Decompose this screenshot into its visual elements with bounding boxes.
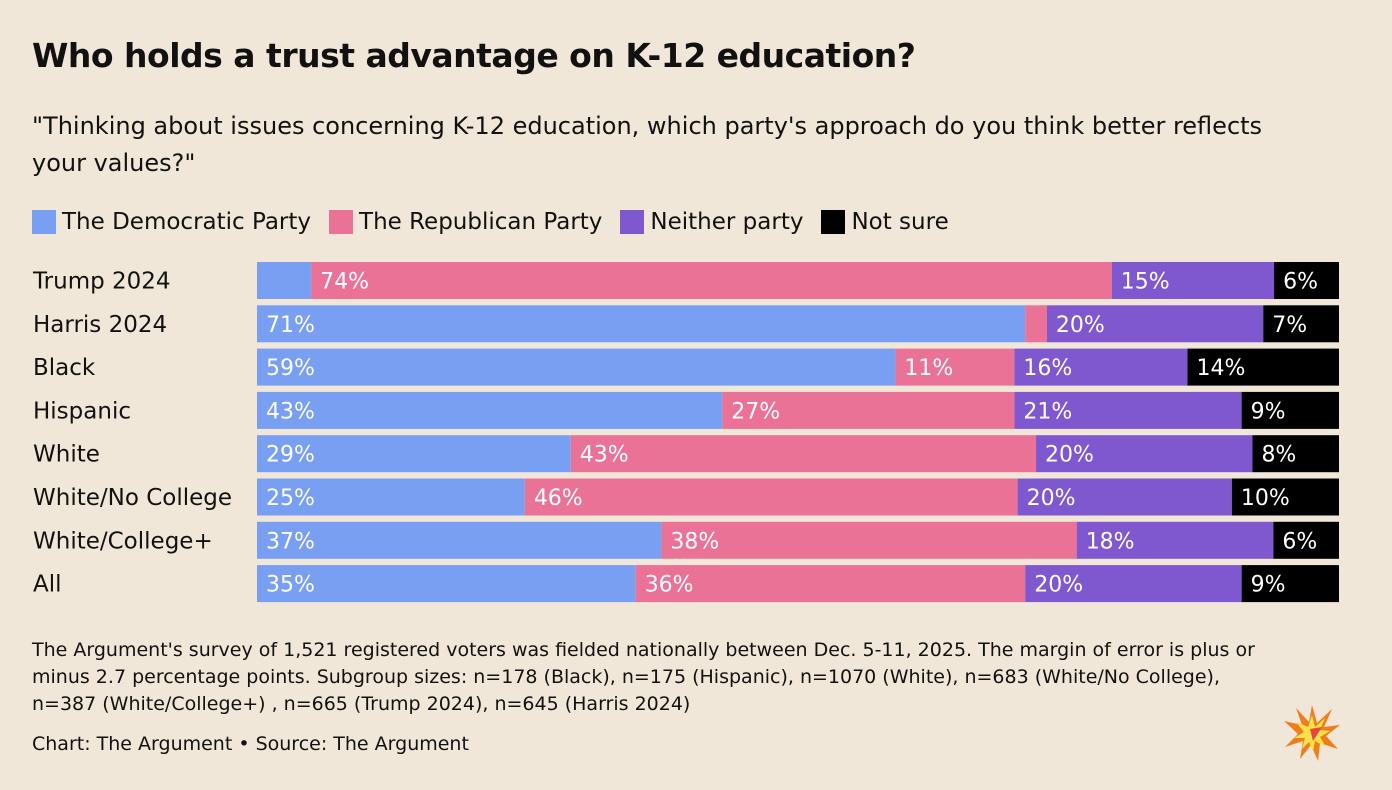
bar-neither-trump-2024 [1111,262,1275,299]
legend-label-republican: The Republican Party [359,209,603,235]
bar-democratic-hispanic [257,391,723,429]
data-label-republican-white: 43% [580,443,629,468]
data-label-not_sure-trump-2024: 6% [1283,270,1318,295]
data-label-not_sure-black: 14% [1197,356,1246,381]
bar-neither-white [1036,435,1253,473]
category-label-harris-2024: Harris 2024 [33,312,167,338]
data-label-not_sure-white: 8% [1261,443,1296,468]
category-label-white-no-college: White/No College [33,485,232,511]
data-label-democratic-white: 29% [266,443,315,468]
bar-republican-harris-2024 [1025,305,1047,343]
bar-republican-black [895,348,1015,386]
data-label-republican-all: 36% [645,573,694,598]
legend-swatch-republican [329,210,354,234]
legend-label-democratic: The Democratic Party [62,209,312,235]
bar-not_sure-hispanic [1241,391,1339,429]
bar-democratic-white-college [257,521,662,559]
data-label-not_sure-harris-2024: 7% [1272,313,1307,338]
bar-democratic-trump-2024 [257,262,312,299]
chart-footnote: The Argument's survey of 1,521 registere… [32,639,1255,715]
data-label-not_sure-white-no-college: 10% [1241,486,1290,511]
category-label-hispanic: Hispanic [33,398,131,424]
bar-republican-hispanic [722,391,1015,429]
bar-democratic-black [257,348,896,386]
data-label-democratic-white-no-college: 25% [266,486,315,511]
bar-not_sure-all [1241,565,1339,603]
bar-democratic-all [257,565,636,603]
bar-democratic-white [257,435,571,473]
data-label-neither-trump-2024: 15% [1121,270,1170,295]
data-label-democratic-harris-2024: 71% [266,313,315,338]
bar-neither-black [1014,348,1188,386]
legend-item-republican: The Republican Party [329,209,602,235]
bar-not_sure-white-college [1273,521,1339,559]
bar-democratic-white-no-college [257,478,525,516]
bar-republican-white-no-college [524,478,1018,516]
data-label-neither-harris-2024: 20% [1056,313,1105,338]
bar-republican-trump-2024 [311,262,1112,299]
legend-item-democratic: The Democratic Party [32,209,311,235]
legend-item-not-sure: Not sure [821,209,949,235]
chart-legend: The Democratic Party The Republican Part… [32,205,967,239]
data-label-neither-hispanic: 21% [1023,399,1072,424]
starburst-logo-icon [1284,705,1340,761]
data-label-democratic-black: 59% [266,356,315,381]
bar-neither-all [1025,565,1242,603]
data-label-neither-black: 16% [1023,356,1072,381]
bar-neither-white-college [1076,521,1274,559]
data-label-republican-white-college: 38% [670,529,719,554]
bar-not_sure-white [1252,435,1339,473]
legend-item-neither: Neither party [620,209,803,235]
legend-swatch-not-sure [821,210,846,234]
data-label-neither-all: 20% [1034,573,1083,598]
data-label-democratic-all: 35% [266,573,315,598]
bar-democratic-harris-2024 [257,305,1026,343]
legend-swatch-neither [620,210,645,234]
bar-not_sure-harris-2024 [1263,305,1339,343]
data-label-neither-white-college: 18% [1086,529,1135,554]
data-label-neither-white-no-college: 20% [1027,486,1076,511]
bar-not_sure-black [1187,348,1339,386]
category-label-white-college: White/College+ [33,528,213,554]
data-label-not_sure-white-college: 6% [1282,529,1317,554]
bar-neither-harris-2024 [1046,305,1264,343]
chart-credit: Chart: The Argument • Source: The Argume… [32,733,469,755]
chart-title: Who holds a trust advantage on K-12 educ… [32,36,916,75]
bar-not_sure-trump-2024 [1274,262,1339,299]
data-label-republican-black: 11% [904,356,953,381]
bar-republican-white-college [661,521,1077,559]
category-label-all: All [33,572,62,598]
bar-republican-white [570,435,1037,473]
bar-republican-all [635,565,1026,603]
bar-not_sure-white-no-college [1231,478,1339,516]
category-label-trump-2024: Trump 2024 [32,269,171,295]
data-label-republican-white-no-college: 46% [534,486,583,511]
legend-label-neither: Neither party [650,209,804,235]
data-label-not_sure-hispanic: 9% [1251,399,1286,424]
data-label-republican-hispanic: 27% [731,399,780,424]
legend-label-not-sure: Not sure [851,209,949,235]
legend-swatch-democratic [32,210,56,234]
data-label-not_sure-all: 9% [1251,573,1286,598]
data-label-neither-white: 20% [1045,443,1094,468]
category-label-white: White [33,442,100,468]
category-label-black: Black [33,355,96,381]
bar-neither-hispanic [1014,391,1242,429]
data-label-republican-trump-2024: 74% [320,270,369,295]
data-label-democratic-hispanic: 43% [266,399,315,424]
chart-subtitle: "Thinking about issues concerning K-12 e… [32,112,1263,177]
bar-neither-white-no-college [1017,478,1232,516]
data-label-democratic-white-college: 37% [266,529,315,554]
